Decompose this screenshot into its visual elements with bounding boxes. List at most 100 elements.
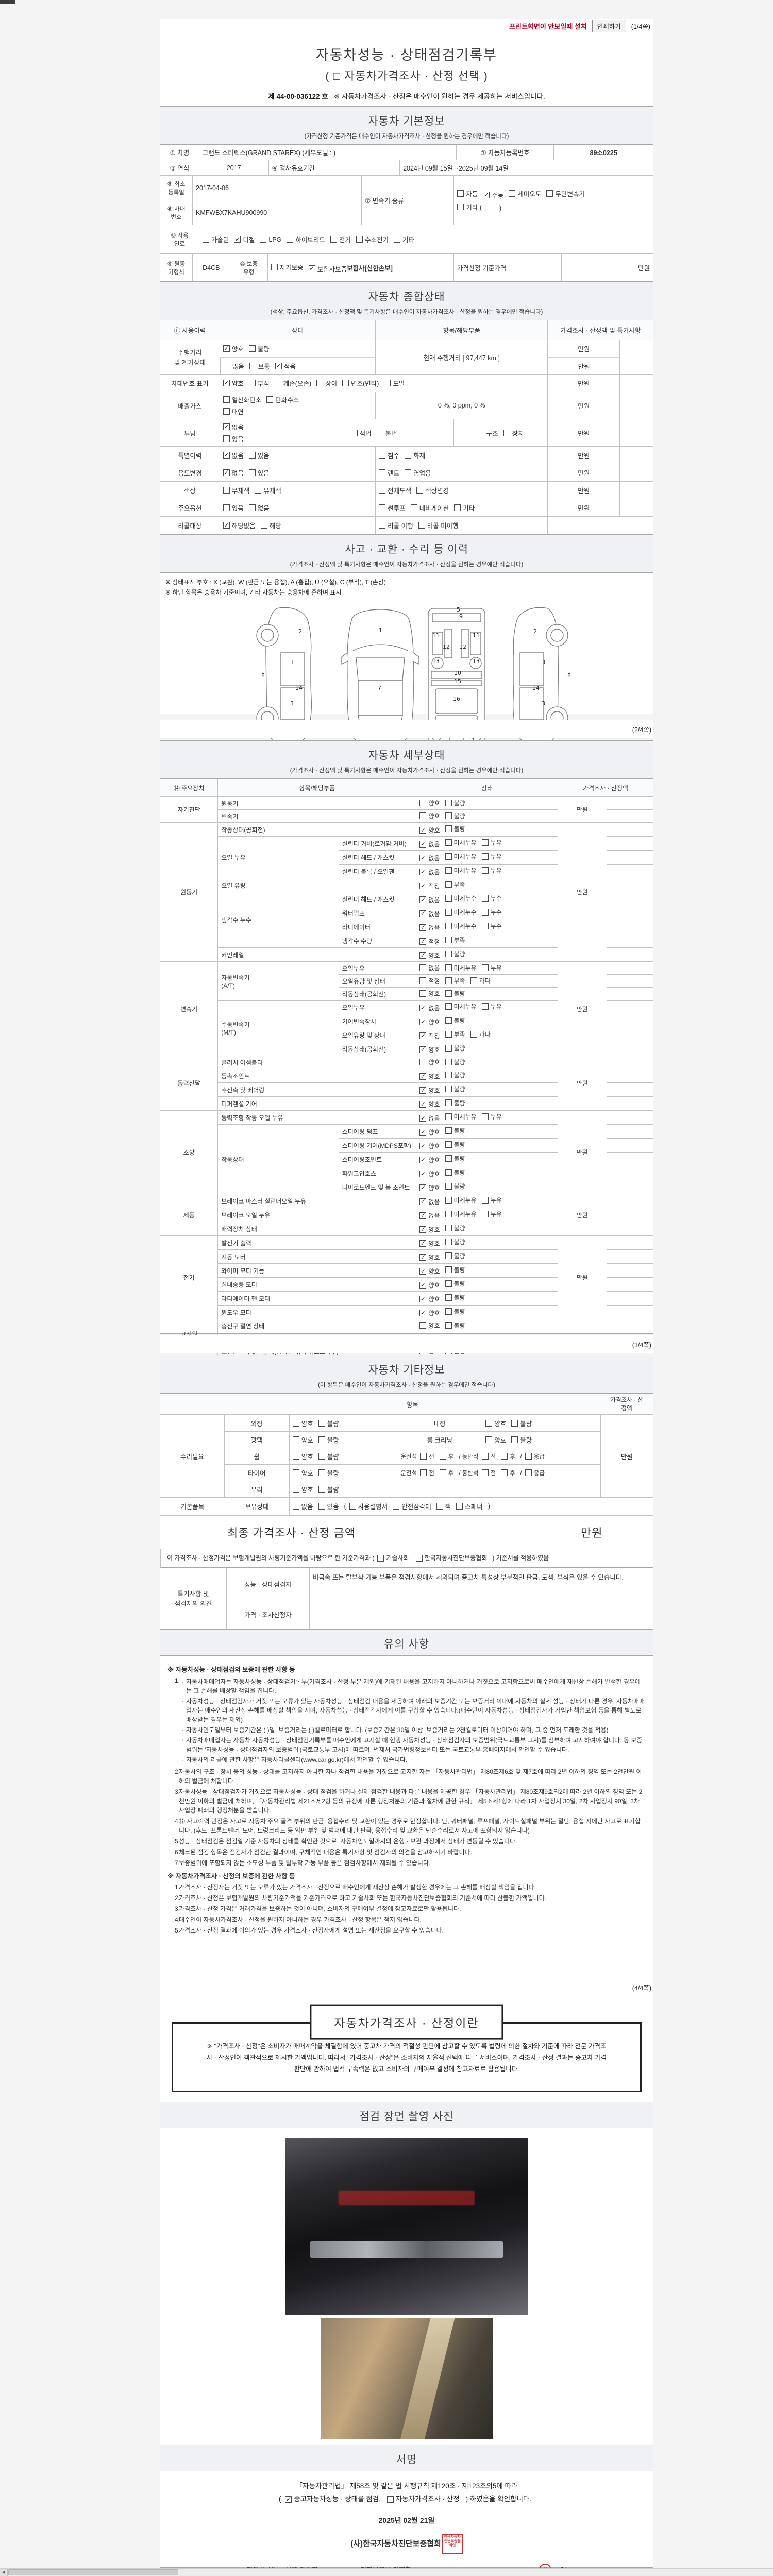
checkbox-checked[interactable]: ✓없음 [419, 1197, 440, 1206]
checkbox[interactable]: 불량 [445, 824, 465, 833]
checkbox-box[interactable]: ✓ [419, 1087, 427, 1094]
checkbox-box[interactable] [419, 977, 427, 984]
checkbox-box[interactable]: ✓ [419, 854, 427, 861]
checkbox-checked[interactable]: ✓없음 [419, 895, 440, 904]
checkbox-box[interactable] [202, 236, 209, 243]
checkbox[interactable]: 양호 [485, 1435, 506, 1445]
checkbox-checked[interactable]: ✓ 양호 [419, 1239, 440, 1248]
checkbox-checked[interactable]: ✓ 보험사보증 [308, 264, 347, 274]
checkbox-box[interactable] [376, 429, 383, 436]
checkbox[interactable]: 장치 [503, 428, 524, 438]
checkbox-box[interactable]: ✓ [419, 1226, 427, 1233]
checkbox-box[interactable] [419, 964, 427, 971]
checkbox-box[interactable] [456, 1503, 463, 1510]
checkbox[interactable]: 무단변속기 [546, 189, 585, 198]
checkbox-checked[interactable]: ✓ 양호 [419, 1086, 440, 1095]
checkbox[interactable]: 전체도색 [379, 485, 411, 495]
checkbox[interactable]: 누수 [481, 894, 502, 903]
checkbox-checked[interactable]: ✓ 양호 [419, 1281, 440, 1290]
checkbox[interactable]: 화재 [405, 450, 425, 460]
checkbox[interactable]: 자가보증 [271, 262, 304, 272]
checkbox[interactable]: 있음 [223, 503, 244, 513]
checkbox[interactable]: 잭 [436, 1501, 451, 1511]
checkbox[interactable]: 훼손(오손) [274, 378, 311, 388]
checkbox[interactable]: 기타 [454, 503, 475, 513]
checkbox-box[interactable] [445, 1141, 452, 1148]
checkbox-box[interactable] [445, 1059, 452, 1065]
checkbox-box[interactable] [292, 1486, 299, 1493]
checkbox-box[interactable] [292, 1469, 299, 1476]
checkbox[interactable]: 불량 [445, 1238, 465, 1246]
checkbox-box[interactable]: ✓ [419, 826, 427, 834]
checkbox-box[interactable] [445, 1045, 452, 1052]
checkbox[interactable]: 응급 [525, 1452, 545, 1461]
checkbox-box[interactable] [445, 867, 452, 874]
checkbox[interactable]: 불량 [445, 1168, 465, 1177]
checkbox-box[interactable] [350, 429, 358, 436]
checkbox-box[interactable]: ✓ [223, 451, 230, 459]
checkbox[interactable]: 불량 [445, 1044, 465, 1053]
checkbox-checked[interactable]: ✓ 양호 [419, 1045, 440, 1054]
horizontal-scrollbar[interactable]: ◀ [0, 2568, 773, 2576]
checkbox-box[interactable]: ✓ [419, 1295, 427, 1302]
checkbox-box[interactable] [445, 1127, 452, 1134]
checkbox[interactable]: 불량 [318, 1484, 339, 1494]
checkbox[interactable]: 불량 [445, 1071, 465, 1079]
checkbox-box[interactable]: ✓ [419, 1240, 427, 1247]
checkbox-box[interactable] [481, 1197, 489, 1204]
checkbox-box[interactable] [356, 236, 363, 243]
checkbox-box[interactable] [481, 839, 489, 846]
checkbox[interactable]: 양호 [419, 811, 440, 820]
checkbox[interactable]: 후 [501, 1469, 515, 1477]
checkbox[interactable]: 색상변경 [416, 485, 449, 495]
checkbox[interactable]: 일산화탄소 [223, 395, 261, 404]
checkbox-box[interactable] [223, 396, 230, 403]
checkbox-box[interactable] [223, 487, 230, 494]
checkbox-box[interactable] [410, 504, 417, 511]
checkbox-box[interactable] [419, 1059, 427, 1065]
checkbox-box[interactable] [255, 487, 262, 494]
checkbox-box[interactable] [405, 452, 412, 459]
checkbox-box[interactable] [470, 977, 477, 984]
checkbox-box[interactable] [525, 1469, 532, 1476]
checkbox[interactable]: 전 [481, 1469, 496, 1477]
checkbox-box[interactable]: ✓ [419, 868, 427, 875]
checkbox[interactable]: 불량 [445, 1154, 465, 1163]
checkbox[interactable]: 있음 [248, 450, 270, 460]
checkbox-box[interactable] [445, 1099, 452, 1106]
checkbox[interactable]: 불량 [445, 1265, 465, 1274]
checkbox-box[interactable] [292, 1453, 299, 1460]
checkbox-box[interactable]: ✓ [419, 1073, 427, 1080]
checkbox[interactable]: LPG [260, 236, 281, 243]
checkbox[interactable]: 세미오토 [509, 189, 541, 198]
checkbox[interactable]: 양호 [485, 1418, 506, 1428]
checkbox[interactable]: 불량 [445, 1084, 465, 1093]
checkbox[interactable]: 가솔린 [202, 234, 229, 244]
checkbox-checked[interactable]: ✓없음 [419, 868, 440, 876]
checkbox-box[interactable]: ✓ [223, 423, 230, 430]
checkbox-box[interactable] [445, 1113, 452, 1120]
checkbox[interactable]: 수소전기 [356, 234, 389, 244]
checkbox[interactable]: 불량 [445, 1098, 465, 1107]
checkbox[interactable]: 누유 [481, 1002, 502, 1011]
checkbox-box[interactable] [445, 812, 452, 819]
checkbox-box[interactable]: ✓ [419, 1198, 427, 1205]
checkbox[interactable]: 불량 [511, 1435, 532, 1445]
checkbox-box[interactable]: ✓ [419, 1212, 427, 1219]
checkbox-box[interactable]: ✓ [419, 910, 427, 917]
checkbox-box[interactable] [292, 1436, 299, 1443]
checkbox-checked[interactable]: ✓ 양호 [223, 344, 244, 353]
checkbox[interactable]: 불량 [445, 811, 465, 820]
checkbox[interactable]: 후 [501, 1452, 515, 1461]
checkbox[interactable]: 후 [439, 1469, 453, 1477]
checkbox[interactable]: 양호 [419, 799, 440, 807]
checkbox-checked[interactable]: ✓ 수동 [483, 190, 503, 200]
checkbox-box[interactable] [439, 1453, 446, 1460]
checkbox-box[interactable]: ✓ [308, 264, 315, 272]
checkbox-box[interactable] [330, 236, 337, 243]
checkbox-box[interactable] [445, 800, 452, 806]
checkbox-box[interactable] [445, 825, 452, 832]
checkbox-checked[interactable]: ✓없음 [223, 450, 244, 460]
checkbox-box[interactable]: ✓ [419, 1156, 427, 1163]
print-button[interactable]: 인쇄하기 [592, 19, 626, 32]
